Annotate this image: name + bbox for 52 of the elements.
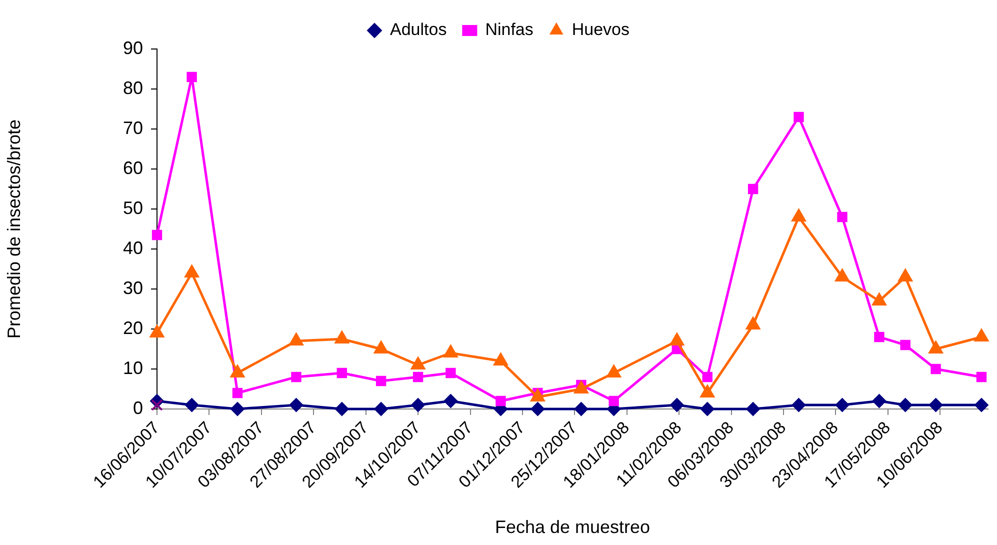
y-tick-label: 70 — [122, 118, 143, 138]
point — [792, 398, 806, 412]
x-axis-title: Fecha de muestreo — [494, 517, 650, 538]
y-tick-label: 50 — [122, 198, 143, 218]
point — [930, 364, 941, 374]
y-tick-label: 60 — [122, 158, 143, 178]
y-tick-label: 0 — [132, 398, 143, 418]
point — [700, 402, 714, 416]
point — [670, 398, 684, 412]
point — [702, 372, 712, 382]
point — [608, 396, 619, 406]
point — [446, 368, 456, 378]
legend-label: Adultos — [390, 20, 447, 40]
point — [291, 372, 302, 382]
point — [974, 398, 988, 412]
point — [336, 368, 348, 378]
point — [794, 112, 804, 122]
point — [412, 372, 424, 382]
point — [334, 402, 349, 416]
point — [230, 402, 244, 416]
point — [900, 340, 910, 350]
point — [928, 398, 943, 412]
point — [184, 398, 199, 412]
point — [898, 398, 912, 412]
y-tick-label: 80 — [122, 78, 143, 98]
point — [976, 372, 987, 382]
legend-label: Huevos — [572, 20, 630, 40]
point — [232, 388, 243, 398]
point — [289, 398, 304, 412]
point — [376, 376, 386, 386]
point — [748, 184, 758, 194]
y-axis-title: Promedio de insectos/brote — [4, 119, 24, 339]
point — [530, 402, 545, 416]
point — [746, 402, 760, 416]
point — [186, 72, 197, 82]
y-tick-label: 90 — [122, 38, 143, 58]
point — [874, 332, 884, 342]
point — [837, 212, 848, 222]
point — [835, 398, 850, 412]
y-tick-label: 30 — [122, 278, 143, 298]
point — [496, 396, 506, 406]
point — [444, 394, 458, 408]
point — [151, 399, 163, 411]
point — [872, 394, 886, 408]
point — [574, 402, 588, 416]
legend-label: Ninfas — [485, 20, 534, 40]
y-tick-label: 20 — [122, 318, 143, 338]
point — [374, 402, 388, 416]
point — [411, 398, 426, 412]
y-tick-label: 40 — [122, 238, 143, 258]
y-tick-label: 10 — [122, 358, 143, 378]
point — [152, 230, 162, 240]
